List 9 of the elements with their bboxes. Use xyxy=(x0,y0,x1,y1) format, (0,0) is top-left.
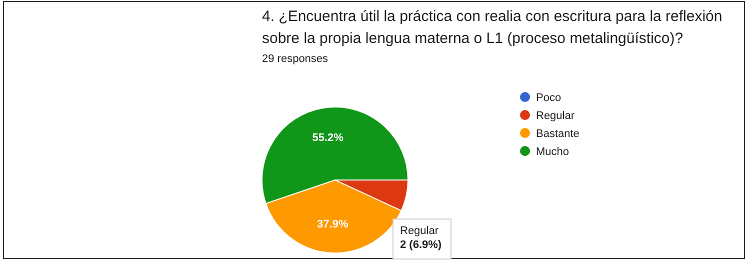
data-label: 37.9% xyxy=(317,218,348,231)
legend-label: Mucho xyxy=(536,146,570,158)
chart-title: 4. ¿Encuentra útil la práctica con realia con escritura para la reflexión sobre la propia lengua materna o L1 (proceso metalingüístico)? xyxy=(262,8,722,47)
data-label: 55.2% xyxy=(312,132,344,144)
legend-label: Poco xyxy=(536,92,562,104)
chart-subtitle: 29 responses xyxy=(262,53,329,65)
legend-label: Regular xyxy=(536,110,575,122)
text: Regular 2 (6.9%) xyxy=(400,225,442,251)
legend-label: Bastante xyxy=(536,128,580,140)
